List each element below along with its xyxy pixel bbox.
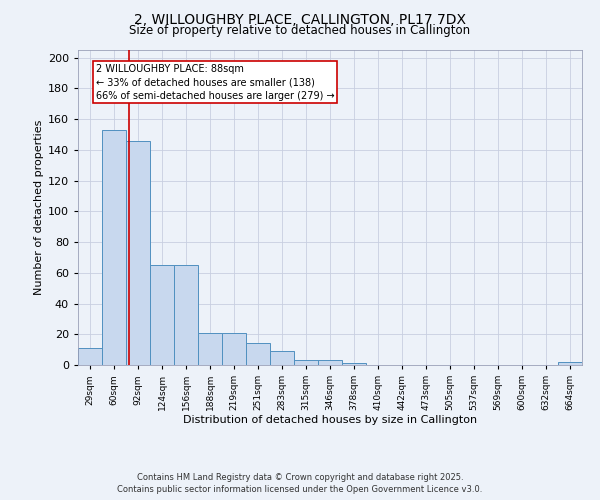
Bar [342,364,366,365]
Bar [102,130,126,365]
Bar [558,362,582,365]
X-axis label: Distribution of detached houses by size in Callington: Distribution of detached houses by size … [183,414,477,424]
Bar [150,265,174,365]
Bar [198,332,222,365]
Bar [246,344,270,365]
Bar [126,140,150,365]
Bar [318,360,342,365]
Text: 2, WILLOUGHBY PLACE, CALLINGTON, PL17 7DX: 2, WILLOUGHBY PLACE, CALLINGTON, PL17 7D… [134,12,466,26]
Bar [78,348,102,365]
Bar [294,360,318,365]
Bar [222,332,246,365]
Text: Contains HM Land Registry data © Crown copyright and database right 2025.
Contai: Contains HM Land Registry data © Crown c… [118,473,482,494]
Y-axis label: Number of detached properties: Number of detached properties [34,120,44,295]
Text: 2 WILLOUGHBY PLACE: 88sqm
← 33% of detached houses are smaller (138)
66% of semi: 2 WILLOUGHBY PLACE: 88sqm ← 33% of detac… [95,64,334,100]
Text: Size of property relative to detached houses in Callington: Size of property relative to detached ho… [130,24,470,37]
Bar [174,265,198,365]
Bar [270,351,294,365]
